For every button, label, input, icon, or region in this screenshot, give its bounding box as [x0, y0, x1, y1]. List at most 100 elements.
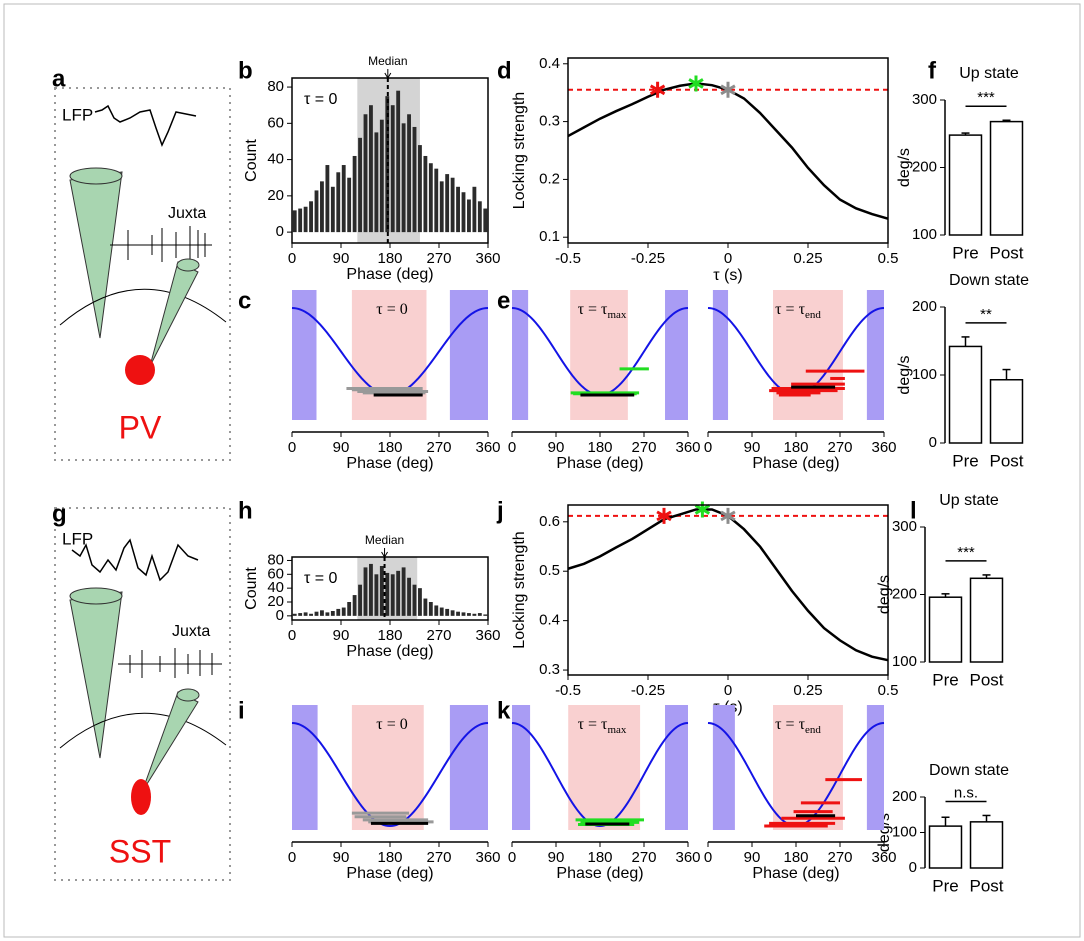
x-tick-label: 0 — [288, 627, 296, 644]
x-tick-label: 360 — [475, 627, 500, 644]
phase-band — [449, 290, 488, 420]
y-tick-label: 0.1 — [539, 228, 560, 245]
phase-band — [351, 290, 427, 420]
x-tick-label: Pre — [932, 670, 958, 689]
x-tick-label: 0 — [724, 250, 732, 267]
marker — [656, 507, 672, 524]
x-tick-label: 270 — [631, 849, 656, 866]
x-tick-label: 270 — [827, 849, 852, 866]
panel-letter: g — [52, 500, 67, 527]
phase-band — [712, 705, 735, 830]
histogram-bar — [439, 181, 444, 233]
histogram-bar — [330, 611, 335, 616]
x-tick-label: 270 — [426, 439, 451, 456]
histogram-bar — [363, 114, 368, 233]
y-tick-label: 0 — [909, 859, 917, 876]
y-tick-label: 60 — [267, 565, 284, 582]
annotation-main: τ = τ — [578, 716, 608, 733]
y-tick-label: 0 — [276, 607, 284, 624]
x-tick-label: 0.25 — [793, 682, 822, 699]
phase-band — [712, 290, 729, 420]
histogram-bar — [358, 137, 362, 233]
histogram-bar — [439, 607, 444, 616]
y-tick-label: 0.4 — [539, 612, 560, 629]
y-tick-label: 300 — [892, 518, 917, 535]
y-tick-label: 40 — [267, 579, 284, 596]
histogram-bar — [477, 613, 482, 616]
x-axis-label: Phase (deg) — [346, 266, 433, 283]
histogram-bar — [390, 105, 395, 233]
bar — [989, 120, 1024, 236]
phase-curve — [291, 722, 489, 828]
bar — [928, 825, 963, 869]
panel-letter: l — [910, 497, 917, 524]
y-tick-label: 20 — [267, 187, 284, 204]
x-tick-label: 90 — [744, 849, 761, 866]
y-tick-label: 40 — [267, 151, 284, 168]
diagram-g — [54, 507, 231, 881]
juxta-label: Juxta — [168, 205, 206, 222]
y-tick-label: 0.5 — [539, 562, 560, 579]
phase-band — [570, 290, 628, 420]
histogram-bar — [401, 123, 406, 233]
annotation: τ = τend — [775, 716, 821, 736]
x-tick-label: Post — [989, 451, 1023, 470]
histogram-bar — [434, 168, 439, 233]
marker — [694, 501, 711, 518]
bar — [928, 596, 963, 663]
histogram-bar — [341, 607, 346, 616]
x-axis-label: Phase (deg) — [752, 455, 839, 472]
histogram-bar — [456, 186, 460, 233]
x-tick-label: 180 — [587, 439, 612, 456]
phase-band — [773, 705, 843, 830]
figure-border — [3, 3, 1081, 938]
histogram-bar — [423, 598, 428, 616]
electrode-top — [176, 688, 200, 702]
histogram-bar — [428, 163, 433, 233]
lfp-label: LFP — [62, 529, 93, 548]
y-tick-label: 0 — [929, 434, 937, 451]
panel-letter: j — [496, 497, 504, 524]
y-tick-label: 60 — [267, 114, 284, 131]
annotation-main: τ = τ — [775, 716, 805, 733]
x-tick-label: 270 — [827, 439, 852, 456]
median-label: Median — [365, 533, 404, 547]
x-tick-label: 180 — [377, 439, 402, 456]
line — [567, 508, 889, 662]
y-axis-label: deg/s — [896, 148, 913, 187]
histogram-bar — [325, 165, 330, 233]
y-axis-label: Count — [243, 139, 260, 182]
y-tick-label: 0.3 — [539, 113, 560, 130]
panel-letter: i — [238, 697, 245, 724]
lfp-electrode — [69, 591, 123, 759]
annotation-sub: end — [805, 309, 821, 321]
phase-band — [292, 290, 317, 420]
line — [567, 82, 889, 220]
phase-band — [665, 290, 688, 420]
bar — [969, 577, 1004, 663]
histogram-bar — [298, 208, 303, 233]
significance-label: *** — [957, 544, 975, 561]
y-tick-label: 0.4 — [539, 55, 560, 72]
histogram-bar — [303, 206, 308, 233]
electrode-top — [176, 258, 200, 272]
x-tick-label: Post — [989, 243, 1023, 262]
electrode-top — [69, 167, 123, 185]
x-tick-label: 0 — [288, 849, 296, 866]
panel-letter: c — [238, 287, 251, 314]
panel-letter: h — [238, 497, 253, 524]
histogram-bar — [445, 608, 450, 616]
y-tick-label: 200 — [912, 298, 937, 315]
diagram-frame — [54, 87, 231, 461]
marker — [720, 81, 736, 98]
phase-band — [665, 705, 688, 830]
x-tick-label: 180 — [587, 849, 612, 866]
y-tick-label: 0.3 — [539, 661, 560, 678]
annotation: τ = 0 — [304, 91, 338, 108]
histogram-bar — [341, 165, 346, 233]
x-tick-label: Pre — [952, 243, 978, 262]
histogram-bar — [407, 577, 411, 616]
annotation: τ = τend — [775, 301, 821, 321]
y-tick-label: 200 — [892, 585, 917, 602]
